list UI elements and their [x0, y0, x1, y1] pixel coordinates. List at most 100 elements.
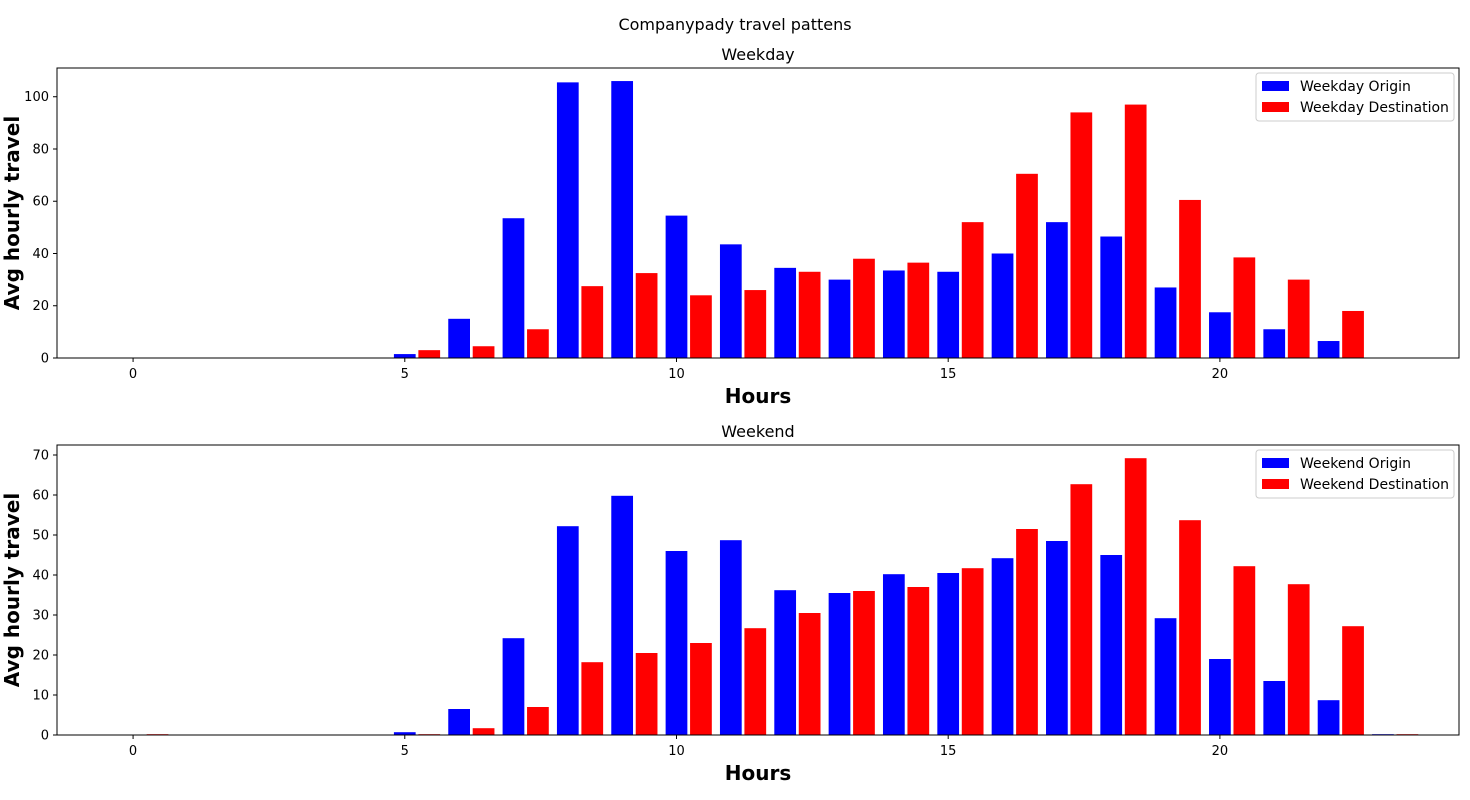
weekend-xtick-label: 20 — [1212, 744, 1229, 759]
weekend-bar-origin-14 — [882, 574, 905, 735]
weekday-ytick-label: 0 — [41, 352, 49, 367]
weekend-bar-destination-9 — [635, 653, 658, 735]
weekday-bar-origin-21 — [1263, 329, 1286, 358]
weekday-bar-destination-18 — [1124, 104, 1147, 358]
weekday-bar-origin-17 — [1046, 222, 1068, 358]
weekday-bar-destination-6 — [472, 346, 495, 358]
weekday-bar-destination-11 — [744, 290, 767, 358]
weekday-bar-origin-13 — [828, 279, 851, 358]
weekend-bar-destination-18 — [1124, 458, 1147, 735]
weekday-ytick-label: 40 — [32, 247, 49, 262]
figure-suptitle: Companypady travel pattens — [618, 15, 851, 34]
weekend-legend-swatch — [1262, 458, 1289, 468]
weekday-bar-origin-6 — [448, 318, 470, 358]
weekend-bar-origin-17 — [1046, 541, 1068, 735]
weekday-axes-frame — [56, 67, 1460, 359]
weekday-xtick-label: 15 — [940, 367, 957, 382]
weekday-ytick-label: 80 — [32, 142, 49, 157]
weekend-bar-destination-22 — [1342, 626, 1364, 735]
weekday-bar-origin-10 — [665, 215, 688, 358]
weekday-bar-destination-5 — [418, 350, 441, 358]
weekend-bar-destination-14 — [907, 587, 930, 735]
weekend-xtick-label: 5 — [401, 744, 409, 759]
weekend-ytick-label: 20 — [32, 649, 49, 664]
weekend-legend-label: Weekend Destination — [1300, 477, 1449, 493]
weekend-chart: Weekend 0 5 10 15 20 0 10 20 30 40 50 60 70 Hours Avg h… — [0, 422, 1460, 785]
weekend-ytick-label: 70 — [32, 449, 49, 464]
weekend-bar-origin-7 — [502, 638, 525, 735]
weekend-bar-destination-19 — [1179, 520, 1201, 735]
weekend-bar-origin-19 — [1154, 618, 1177, 735]
weekday-bar-origin-8 — [556, 82, 579, 359]
weekday-bar-origin-19 — [1154, 287, 1177, 358]
weekday-legend-swatch — [1262, 81, 1289, 91]
weekend-bar-destination-11 — [744, 628, 767, 735]
weekend-bar-destination-21 — [1287, 584, 1310, 735]
weekday-bar-origin-7 — [502, 218, 525, 358]
weekend-bar-origin-10 — [665, 551, 688, 735]
weekday-ytick-label: 60 — [32, 195, 49, 210]
weekday-ylabel: Avg hourly travel — [0, 116, 24, 310]
weekday-bar-destination-15 — [961, 222, 984, 358]
weekday-legend-swatch — [1262, 102, 1289, 112]
weekend-bar-origin-12 — [774, 590, 797, 735]
weekday-bar-destination-17 — [1070, 112, 1093, 358]
weekend-ytick-label: 50 — [32, 529, 49, 544]
weekend-bar-destination-12 — [798, 613, 821, 735]
weekend-legend-label: Weekend Origin — [1300, 456, 1411, 472]
weekday-chart: Weekday 0 5 10 15 20 0 20 40 60 80 100 Hours Avg hour… — [0, 45, 1460, 408]
weekend-xtick-label: 15 — [940, 744, 957, 759]
weekend-ytick-label: 10 — [32, 689, 49, 704]
weekday-bar-destination-22 — [1342, 310, 1364, 358]
weekend-bar-origin-13 — [828, 593, 851, 735]
weekday-bar-destination-12 — [798, 271, 821, 358]
weekday-bar-destination-10 — [690, 295, 712, 358]
weekday-xtick-label: 0 — [129, 367, 137, 382]
weekend-bar-destination-15 — [961, 568, 984, 735]
weekend-legend-swatch — [1262, 479, 1289, 489]
weekend-title: Weekend — [721, 422, 794, 441]
weekday-xlabel: Hours — [725, 384, 791, 408]
weekend-bar-destination-16 — [1016, 529, 1038, 735]
weekend-bar-origin-11 — [719, 540, 742, 735]
weekday-xtick-label: 10 — [668, 367, 685, 382]
weekend-legend: Weekend Origin Weekend Destination — [1255, 449, 1455, 499]
weekday-bar-destination-9 — [635, 273, 658, 358]
weekend-bar-origin-16 — [991, 558, 1014, 735]
weekend-xlabel: Hours — [725, 761, 791, 785]
weekday-title: Weekday — [721, 45, 794, 64]
weekend-ylabel: Avg hourly travel — [0, 493, 24, 687]
weekend-bar-destination-7 — [527, 707, 549, 735]
weekend-bar-origin-6 — [448, 709, 470, 735]
weekday-legend-box — [1255, 72, 1455, 122]
weekday-bar-destination-14 — [907, 262, 930, 358]
weekday-bar-origin-9 — [611, 81, 634, 358]
weekday-bar-origin-14 — [882, 270, 905, 358]
weekend-bar-origin-5 — [393, 732, 416, 735]
weekday-bar-origin-5 — [393, 354, 416, 358]
weekend-ytick-label: 40 — [32, 569, 49, 584]
weekend-bar-origin-15 — [937, 573, 960, 735]
weekday-bar-origin-22 — [1317, 341, 1340, 358]
weekend-ytick-label: 30 — [32, 609, 49, 624]
weekday-bar-destination-7 — [527, 329, 549, 358]
weekday-ytick-label: 20 — [32, 299, 49, 314]
weekend-bar-destination-6 — [472, 728, 495, 735]
weekend-bar-origin-22 — [1317, 700, 1340, 735]
weekday-bar-origin-15 — [937, 271, 960, 358]
weekend-bar-destination-20 — [1233, 566, 1256, 735]
weekday-bar-destination-19 — [1179, 199, 1201, 358]
weekday-legend-label: Weekday Origin — [1300, 79, 1411, 95]
weekend-bar-origin-20 — [1209, 659, 1231, 735]
weekend-bar-origin-21 — [1263, 681, 1286, 735]
weekend-ytick-label: 0 — [41, 729, 49, 744]
weekday-bar-origin-11 — [719, 244, 742, 358]
weekend-xtick-label: 10 — [668, 744, 685, 759]
weekend-ytick-label: 60 — [32, 489, 49, 504]
weekday-bar-origin-16 — [991, 253, 1014, 358]
weekday-bar-origin-12 — [774, 267, 797, 358]
weekend-legend-box — [1255, 449, 1455, 499]
weekend-bar-destination-17 — [1070, 484, 1093, 735]
weekday-bar-origin-20 — [1209, 312, 1231, 358]
weekday-bar-origin-18 — [1100, 236, 1123, 358]
